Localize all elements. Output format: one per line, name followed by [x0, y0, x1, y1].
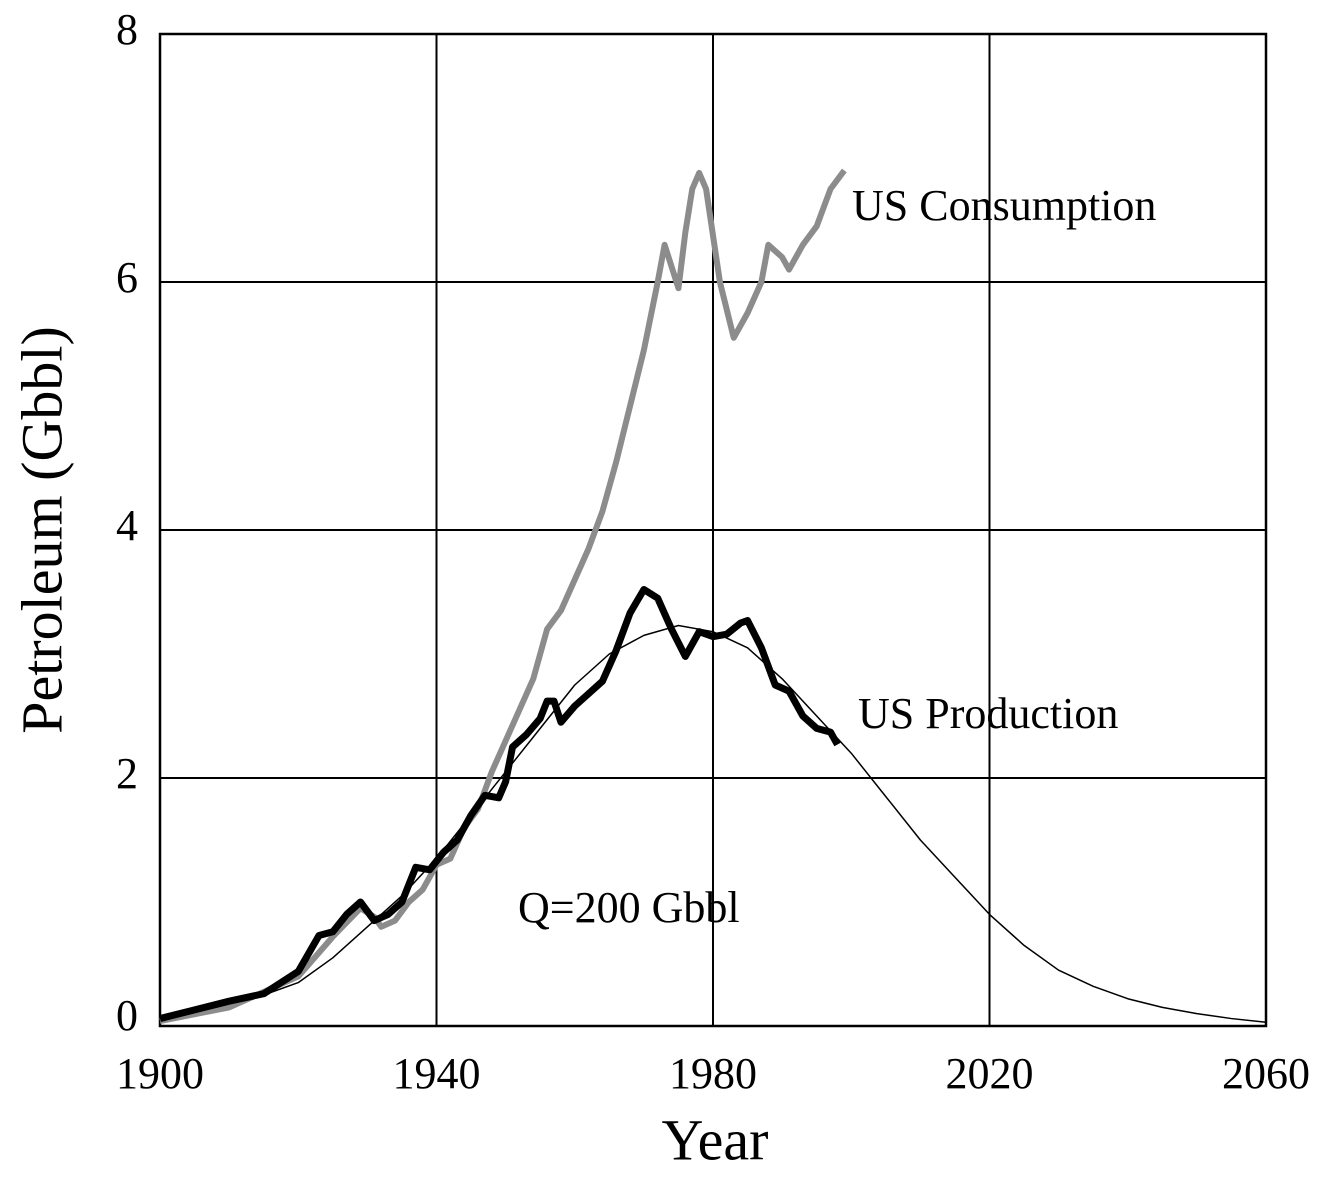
y-tick-label: 2 [116, 749, 138, 798]
series-label: Q=200 Gbbl [518, 883, 740, 932]
series-line [159, 624, 1267, 1024]
y-tick-label: 4 [116, 501, 138, 550]
y-axis-title: Petroleum (Gbbl) [9, 326, 74, 734]
plot-frame [158, 32, 1268, 1028]
x-tick-label: 1980 [669, 1049, 757, 1098]
series-label: US Consumption [852, 181, 1156, 230]
y-tick-label: 0 [116, 991, 138, 1040]
series-line [159, 586, 841, 1022]
x-tick-label: 2060 [1222, 1049, 1310, 1098]
y-tick-label: 8 [116, 5, 138, 54]
x-axis-title: Year [662, 1107, 769, 1172]
x-tick-label: 1900 [116, 1049, 204, 1098]
series-label: US Production [858, 689, 1118, 738]
y-tick-label: 6 [116, 253, 138, 302]
x-tick-label: 2020 [946, 1049, 1034, 1098]
x-tick-label: 1940 [393, 1049, 481, 1098]
series-line [159, 168, 847, 1024]
